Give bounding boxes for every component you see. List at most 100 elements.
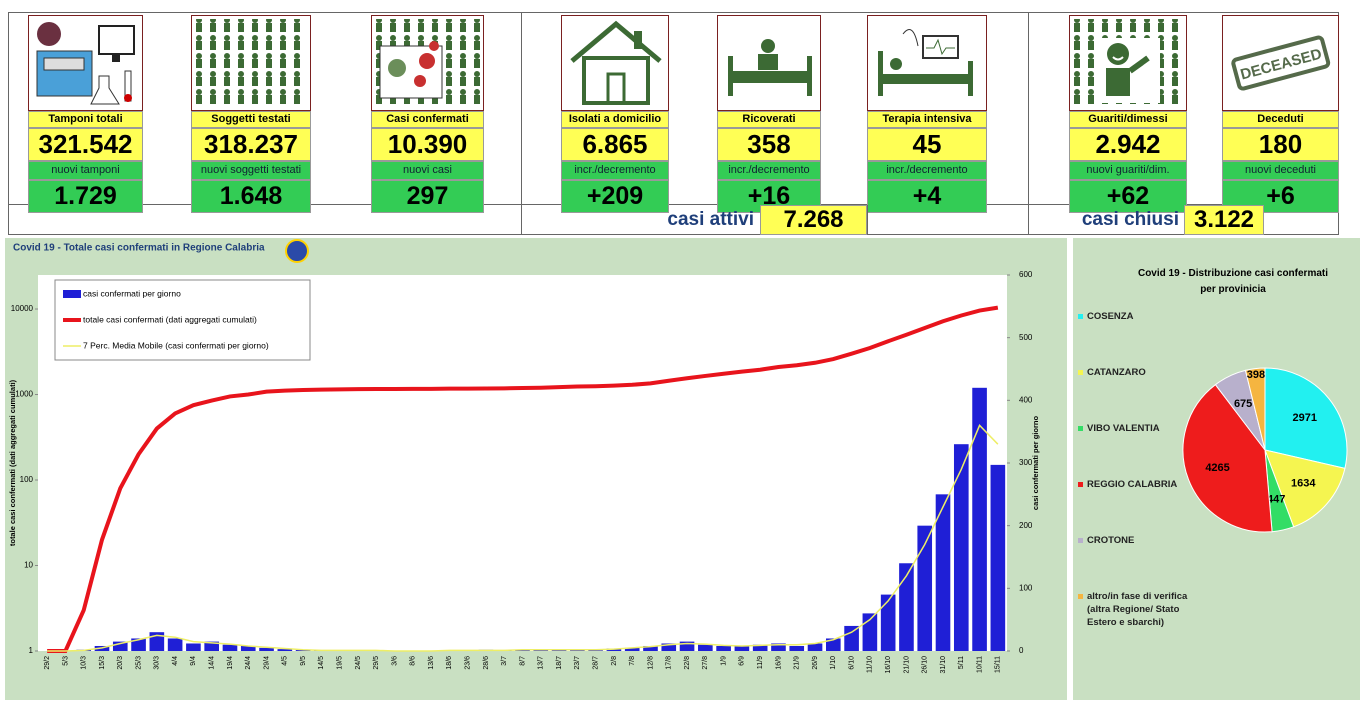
bar [953,444,969,651]
y2-axis-label: casi confermati per giorno [1031,415,1040,510]
legend-swatch [1078,314,1083,319]
bar [533,650,549,651]
card-value: 321.542 [28,128,143,161]
card-value: 6.865 [561,128,669,161]
icon [1069,15,1187,111]
x-tick-label: 27/8 [702,656,709,670]
chart-title: Covid 19 - Totale casi confermati in Reg… [13,243,265,254]
divider [867,205,868,235]
y-tick-label: 1000 [15,390,33,399]
slice-label: 4265 [1205,462,1229,474]
pie-slice [1182,383,1273,533]
x-tick-label: 29/4 [263,656,270,670]
bar [186,643,201,651]
x-tick-label: 15/3 [99,656,106,670]
legend-swatch [1078,426,1083,431]
x-tick-label: 11/9 [757,656,764,669]
bar [167,638,183,651]
x-tick-label: 3/6 [391,656,398,666]
card: Terapia intensiva 45 incr./decremento +4 [867,15,987,213]
legend-swatch [1078,594,1083,599]
bar [131,638,146,651]
card-value: 358 [717,128,821,161]
pie-slice [1264,367,1348,469]
x-tick-label: 20/3 [117,656,124,670]
card-label: Casi confermati [371,111,484,128]
legend-label: REGGIO CALABRIA [1087,479,1178,490]
bar [698,644,713,651]
summary-panel: Tamponi totali 321.542 nuovi tamponi 1.729 … [8,12,1339,235]
card-label: Soggetti testati [191,111,311,128]
slice-label: 447 [1267,494,1285,506]
bar [222,644,238,651]
card-subvalue: 1.729 [28,180,143,213]
x-tick-label: 28/6 [483,656,490,670]
y-tick-label: 100 [20,475,34,484]
icon [191,15,311,111]
x-tick-label: 19/4 [227,656,234,670]
icon [717,15,821,111]
card-sublabel: incr./decremento [561,161,669,180]
x-tick-label: 24/5 [355,656,362,670]
legend-label: totale casi confermati (dati aggregati c… [83,314,257,324]
x-tick-label: 24/4 [245,656,252,670]
icon: DECEASED [1222,15,1339,111]
card: Isolati a domicilio 6.865 incr./decremento… [561,15,669,213]
x-tick-label: 15/11 [995,656,1002,673]
legend-label: casi confermati per giorno [83,288,181,298]
bar [972,387,987,651]
bar [844,625,859,651]
summary-value: 3.122 [1184,205,1264,235]
card-subvalue: +209 [561,180,669,213]
card-label: Isolati a domicilio [561,111,669,128]
y2-tick-label: 0 [1019,646,1024,655]
card-sublabel: incr./decremento [717,161,821,180]
bar [935,494,951,651]
chart: Covid 19 - Distribuzione casi confermati… [1078,268,1348,599]
x-tick-label: 31/10 [940,656,947,674]
x-tick-label: 3/7 [501,656,508,666]
card-value: 2.942 [1069,128,1187,161]
summary-value: 7.268 [760,205,867,235]
x-tick-label: 16/9 [775,656,782,670]
card-sublabel: nuovi deceduti [1222,161,1339,180]
bar [990,464,1006,651]
x-tick-label: 10/11 [976,656,983,673]
summary-label: casi chiusi [1081,209,1179,230]
chart-panel: Covid 19 - Distribuzione casi confermati… [1073,238,1360,700]
card-label: Guariti/dimessi [1069,111,1187,128]
x-tick-label: 12/8 [647,656,654,670]
bar [277,649,293,651]
x-tick-label: 5/11 [958,656,965,669]
y-tick-label: 10000 [11,304,34,313]
x-tick-label: 23/6 [464,656,471,670]
legend-swatch [1078,370,1083,375]
x-tick-label: 9/5 [300,656,307,666]
card-sublabel: incr./decremento [867,161,987,180]
y2-tick-label: 600 [1019,270,1033,279]
bar [917,525,933,651]
legend-swatch [63,290,81,298]
bar [624,647,640,651]
x-tick-label: 10/3 [81,656,88,670]
card-label: Deceduti [1222,111,1339,128]
card-value: 45 [867,128,987,161]
x-tick-label: 26/9 [812,656,819,670]
bar [716,645,731,651]
bar [899,563,914,651]
legend-label: altro/in fase di verifica (altra Regione… [1087,591,1188,628]
y2-tick-label: 300 [1019,458,1033,467]
icon [371,15,484,111]
title-line: Covid 19 - Distribuzione casi confermati [1138,268,1328,279]
x-tick-label: 28/7 [592,656,599,670]
bar [679,641,695,651]
x-tick-label: 4/5 [282,656,289,666]
chart-title: Covid 19 - Distribuzione casi confermati… [1138,268,1328,295]
card-subvalue: 1.648 [191,180,311,213]
x-tick-label: 19/5 [337,656,344,670]
slice-label: 1634 [1291,477,1316,489]
icon [28,15,143,111]
divider [521,13,522,234]
x-tick-label: 8/6 [410,656,417,666]
